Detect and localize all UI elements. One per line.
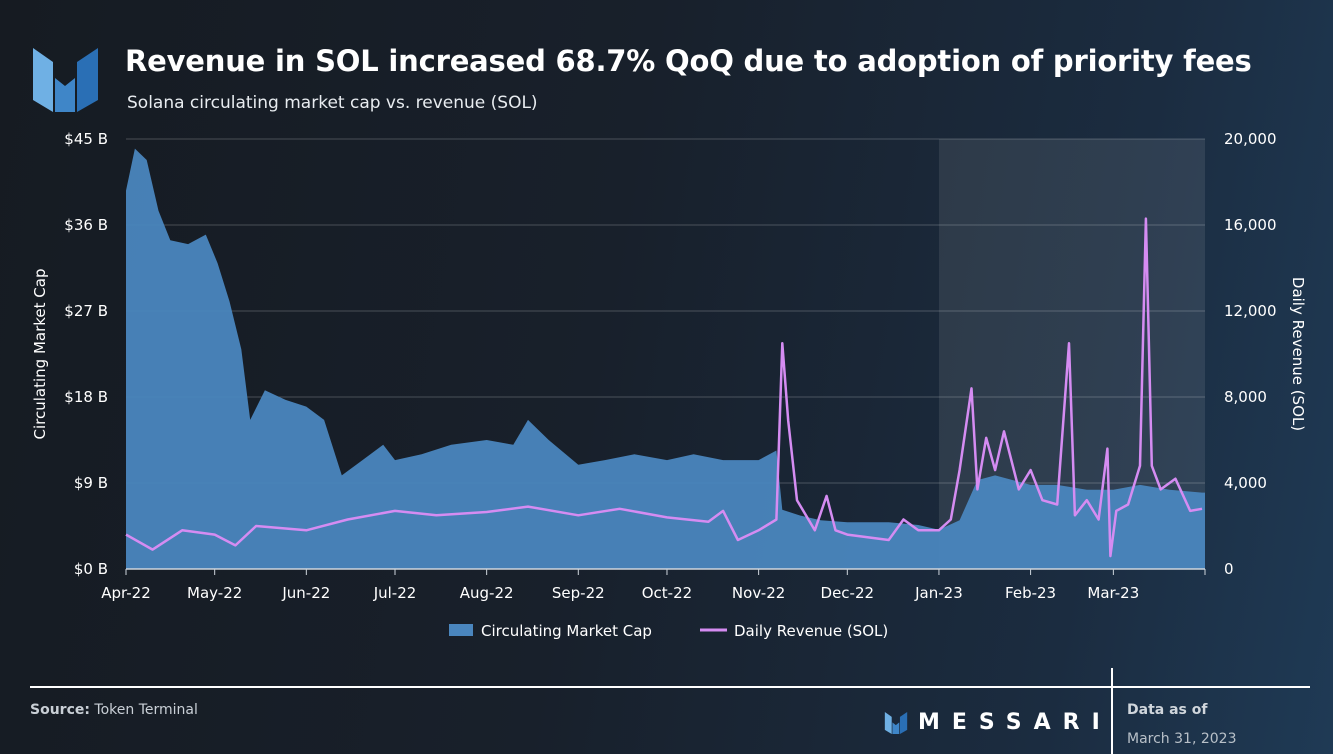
brand-wordmark: MESSARI [918,710,1112,735]
legend-revenue: Daily Revenue (SOL) [734,622,888,640]
y-left-tick: $27 B [64,302,108,320]
x-tick: Aug-22 [460,584,514,602]
footer-divider [30,686,1310,688]
y-right-tick: 4,000 [1224,474,1267,492]
messari-mark-icon [884,711,908,734]
source-value: Token Terminal [94,702,198,718]
y-left-tick: $36 B [64,216,108,234]
x-tick: Jul-22 [373,584,417,602]
x-tick: Nov-22 [732,584,785,602]
x-tick: Apr-22 [101,584,151,602]
y-left-tick: $9 B [74,474,108,492]
y-right-tick: 8,000 [1224,388,1267,406]
y-left-tick: $45 B [64,130,108,148]
messari-logo [33,48,98,112]
footer-vertical-divider [1111,668,1113,754]
messari-brand: MESSARI [884,710,1112,735]
source-label: Source: [30,702,90,718]
as-of-date: March 31, 2023 [1127,731,1237,747]
x-tick: Jun-22 [281,584,330,602]
y-left-tick: $18 B [64,388,108,406]
legend-swatch-market-cap [449,624,473,636]
y-right-tick: 16,000 [1224,216,1277,234]
x-tick: Feb-23 [1005,584,1056,602]
chart-subtitle: Solana circulating market cap vs. revenu… [127,93,538,113]
x-tick: Oct-22 [642,584,692,602]
x-tick: Sep-22 [552,584,605,602]
y-right-tick: 20,000 [1224,130,1277,148]
y-right-tick: 12,000 [1224,302,1277,320]
y-left-label: Circulating Market Cap [31,269,49,440]
legend-market-cap: Circulating Market Cap [481,622,652,640]
market-cap-area [126,148,1205,569]
x-tick: Mar-23 [1087,584,1139,602]
as-of-label: Data as of [1127,702,1208,718]
chart-title: Revenue in SOL increased 68.7% QoQ due t… [125,44,1252,78]
x-tick: May-22 [187,584,242,602]
source: Source: Token Terminal [30,702,198,718]
x-tick: Jan-23 [914,584,963,602]
y-right-label: Daily Revenue (SOL) [1289,277,1307,431]
y-left-tick: $0 B [74,560,108,578]
x-tick: Dec-22 [821,584,875,602]
y-right-tick: 0 [1224,560,1234,578]
revenue-line [125,217,1203,558]
